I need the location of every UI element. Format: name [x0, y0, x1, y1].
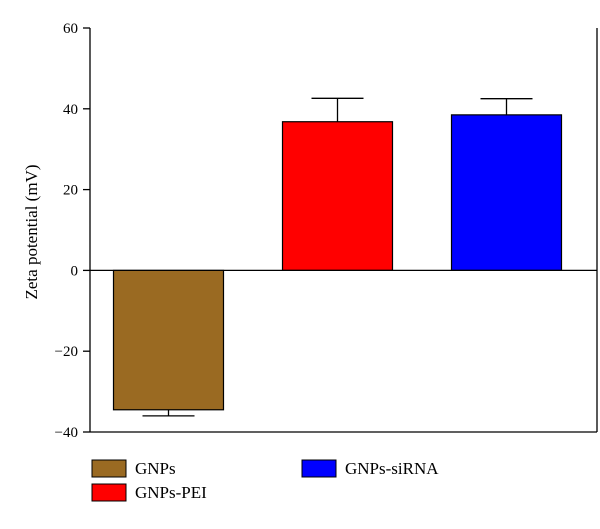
legend-swatch — [91, 483, 127, 502]
legend-swatch — [301, 459, 337, 478]
y-tick-label: −40 — [55, 425, 78, 441]
y-tick-label: 20 — [63, 183, 78, 199]
y-tick-label: −20 — [55, 344, 78, 360]
y-tick-label: 0 — [71, 263, 79, 279]
legend: GNPs GNPs-PEI GNPs-siRNA — [91, 459, 439, 502]
y-axis-label: Zeta potential (mV) — [22, 164, 41, 299]
y-tick-label: 60 — [63, 21, 78, 37]
y-tick-label: 40 — [63, 102, 78, 118]
legend-label: GNPs-siRNA — [345, 459, 439, 478]
bars — [112, 97, 563, 417]
axes: −40 −20 0 20 40 60 — [55, 21, 598, 441]
bar-gnps-sirna — [450, 114, 563, 271]
bar-gnps-pei — [281, 121, 394, 271]
legend-label: GNPs — [135, 459, 176, 478]
legend-label: GNPs-PEI — [135, 483, 207, 502]
bar-gnps — [112, 269, 225, 411]
legend-swatch — [91, 459, 127, 478]
